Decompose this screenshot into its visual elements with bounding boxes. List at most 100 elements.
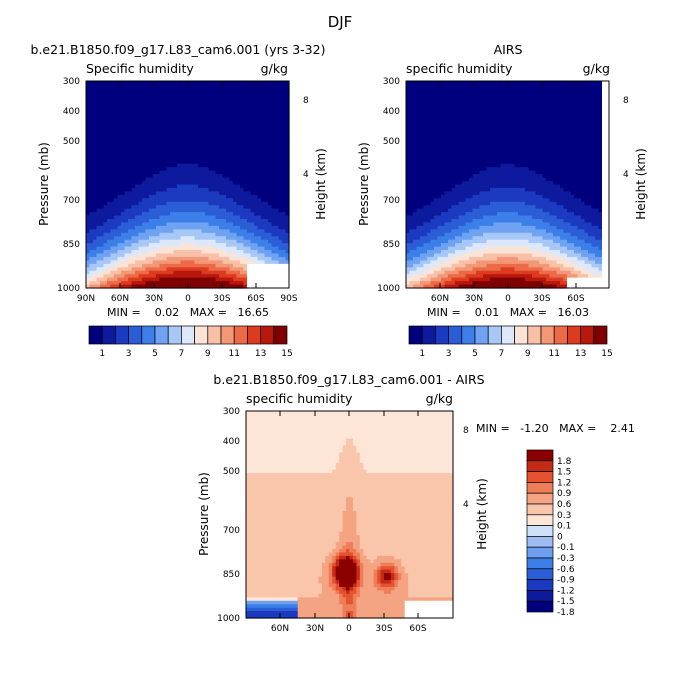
contour-cell (173, 215, 178, 220)
contour-cell (441, 260, 446, 265)
contour-cell (117, 246, 122, 251)
contour-cell (96, 222, 101, 227)
contour-cell (420, 225, 425, 230)
contour-cell (243, 250, 248, 255)
contour-cell (180, 115, 185, 120)
contour-cell (472, 225, 477, 230)
contour-cell (131, 225, 136, 230)
contour-cell (444, 263, 449, 268)
contour-cell (261, 215, 266, 220)
contour-cell (145, 281, 150, 286)
contour-cell (486, 208, 491, 213)
contour-cell (117, 198, 122, 203)
contour-cell (462, 177, 467, 182)
contour-cell (219, 170, 224, 175)
contour-cell (275, 253, 280, 258)
contour-cell (250, 187, 255, 192)
contour-cell (198, 108, 203, 113)
contour-cell (240, 274, 245, 279)
contour-cell (479, 81, 484, 86)
contour-cell (416, 225, 421, 230)
contour-cell (250, 81, 255, 86)
contour-cell (451, 253, 456, 258)
contour-cell (201, 163, 206, 168)
contour-cell (247, 150, 252, 155)
contour-cell (233, 101, 238, 106)
contour-cell (268, 143, 273, 148)
contour-cell (423, 156, 428, 161)
contour-cell (208, 125, 213, 130)
contour-cell (152, 118, 157, 123)
contour-cell (212, 243, 217, 248)
contour-cell (212, 91, 217, 96)
contour-cell (86, 187, 91, 192)
contour-cell (156, 146, 161, 151)
contour-cell (476, 118, 481, 123)
contour-cell (233, 246, 238, 251)
contour-cell (236, 163, 241, 168)
contour-cell (434, 212, 439, 217)
contour-cell (247, 118, 252, 123)
contour-cell (416, 101, 421, 106)
contour-cell (103, 225, 108, 230)
contour-cell (226, 263, 231, 268)
contour-cell (166, 225, 171, 230)
contour-cell (89, 243, 94, 248)
contour-cell (198, 263, 203, 268)
contour-cell (233, 232, 238, 237)
contour-cell (170, 139, 175, 144)
contour-cell (483, 156, 488, 161)
contour-cell (236, 108, 241, 113)
contour-cell (100, 236, 105, 241)
contour-cell (240, 215, 245, 220)
contour-cell (247, 81, 252, 86)
contour-cell (198, 267, 203, 272)
colorbar-box (167, 325, 182, 345)
contour-cell (135, 139, 140, 144)
contour-cell (472, 84, 477, 89)
contour-cell (173, 167, 178, 172)
contour-cell (152, 163, 157, 168)
contour-cell (243, 122, 248, 127)
contour-cell (198, 215, 203, 220)
contour-cell (427, 260, 432, 265)
contour-cell (198, 239, 203, 244)
contour-cell (159, 108, 164, 113)
contour-cell (233, 281, 238, 286)
contour-cell (159, 156, 164, 161)
contour-cell (194, 118, 199, 123)
contour-cell (271, 250, 276, 255)
contour-cell (458, 284, 463, 289)
contour-cell (261, 208, 266, 213)
contour-cell (152, 115, 157, 120)
contour-cell (215, 101, 220, 106)
contour-cell (243, 160, 248, 165)
contour-cell (226, 87, 231, 92)
contour-cell (441, 163, 446, 168)
contour-cell (180, 191, 185, 196)
contour-cell (486, 98, 491, 103)
contour-cell (469, 253, 474, 258)
contour-cell (490, 91, 495, 96)
contour-cell (257, 219, 262, 224)
contour-cell (455, 156, 460, 161)
contour-cell (423, 201, 428, 206)
contour-cell (476, 94, 481, 99)
colorbar-box (247, 325, 261, 345)
contour-cell (427, 87, 432, 92)
contour-cell (278, 101, 283, 106)
contour-cell (282, 139, 287, 144)
contour-cell (131, 270, 136, 275)
contour-cell (121, 184, 126, 189)
contour-cell (469, 194, 474, 199)
panel-model-contours (86, 81, 290, 289)
contour-cell (476, 281, 481, 286)
contour-cell (173, 239, 178, 244)
contour-cell (240, 167, 245, 172)
contour-cell (131, 81, 136, 86)
contour-cell (117, 253, 122, 258)
contour-cell (100, 177, 105, 182)
contour-cell (194, 160, 199, 165)
contour-cell (233, 187, 238, 192)
contour-cell (191, 194, 196, 199)
